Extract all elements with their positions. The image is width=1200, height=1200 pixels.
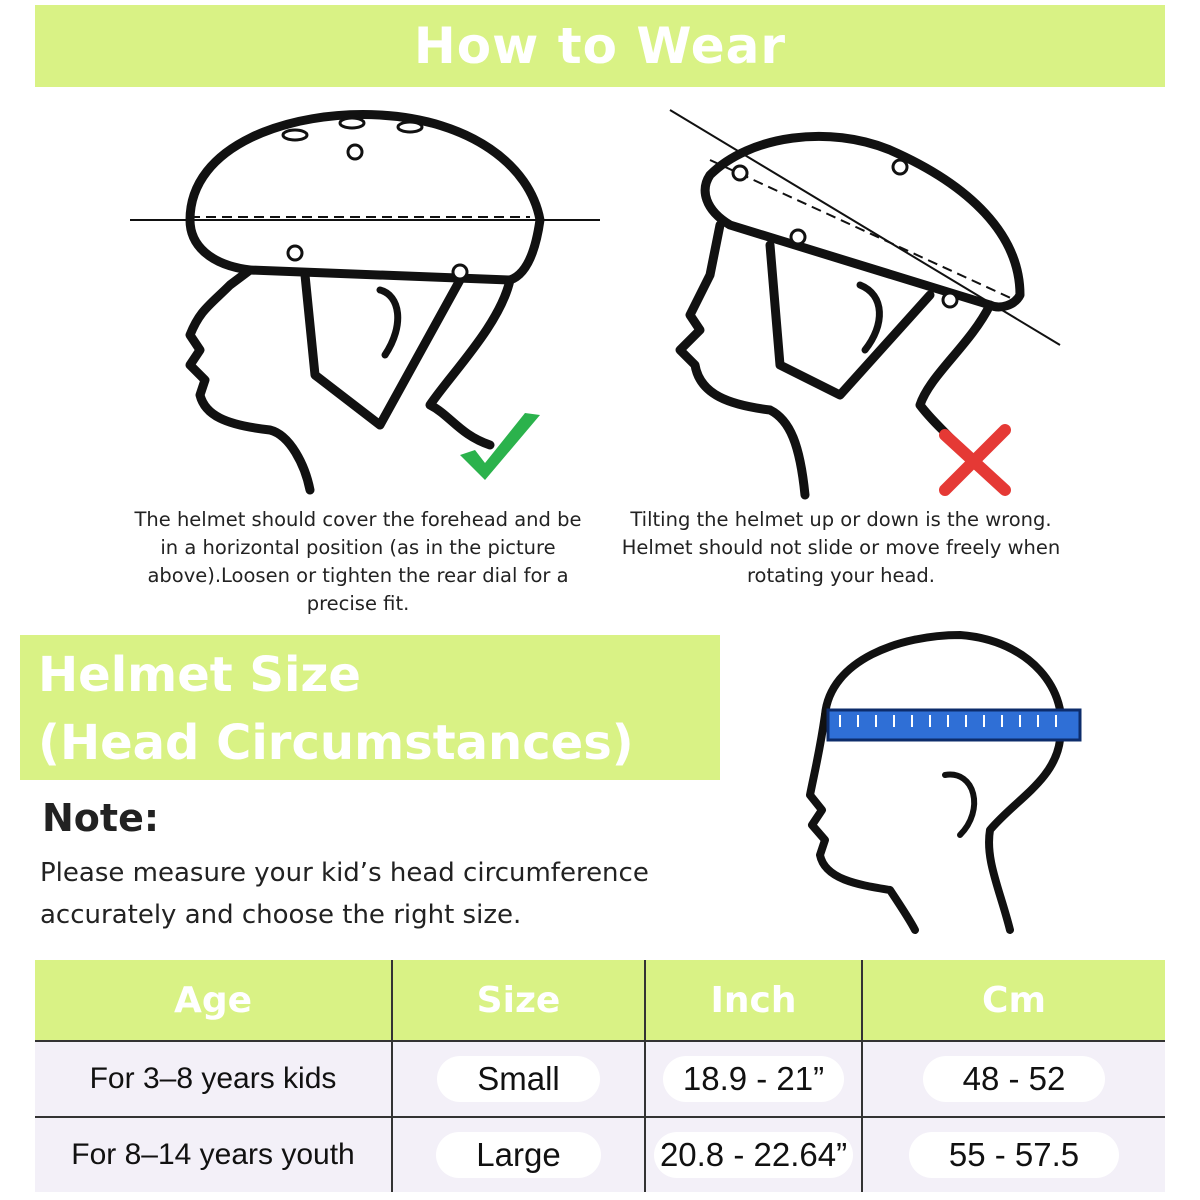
inch-value: 20.8 - 22.64” <box>653 1132 854 1178</box>
header-inch: Inch <box>644 960 862 1041</box>
size-cell: Large <box>391 1116 645 1192</box>
header-size: Size <box>391 960 645 1041</box>
size-value: Large <box>436 1132 601 1178</box>
header-age: Age <box>35 960 392 1041</box>
size-chart-table: Age Size Inch Cm For 3–8 years kids Smal… <box>35 960 1165 1192</box>
helmet-size-title: Helmet Size <box>38 647 361 703</box>
note-label: Note: <box>42 796 160 840</box>
correct-wear-caption: The helmet should cover the forehead and… <box>134 508 582 615</box>
cm-cell: 48 - 52 <box>861 1040 1165 1117</box>
cm-value: 48 - 52 <box>922 1056 1106 1102</box>
cross-icon <box>939 424 1011 496</box>
inch-cell: 18.9 - 21” <box>644 1040 862 1117</box>
table-row: For 3–8 years kids Small 18.9 - 21” 48 -… <box>35 1040 1165 1117</box>
inch-cell: 20.8 - 22.64” <box>644 1116 862 1192</box>
size-cell: Small <box>391 1040 645 1117</box>
cm-value: 55 - 57.5 <box>908 1132 1120 1178</box>
table-row: For 8–14 years youth Large 20.8 - 22.64”… <box>35 1116 1165 1192</box>
age-cell: For 3–8 years kids <box>35 1040 392 1117</box>
cm-cell: 55 - 57.5 <box>861 1116 1165 1192</box>
header-cm: Cm <box>861 960 1165 1041</box>
inch-value: 18.9 - 21” <box>662 1056 845 1102</box>
note-text: Please measure your kid’s head circumfer… <box>40 858 649 930</box>
wrong-wear-caption: Tilting the helmet up or down is the wro… <box>621 508 1061 587</box>
measuring-tape <box>826 708 1082 742</box>
correct-helmet-illustration <box>130 110 600 495</box>
table-header-row: Age Size Inch Cm <box>35 960 1165 1041</box>
helmet-size-subtitle: (Head Circumstances) <box>38 715 634 771</box>
size-value: Small <box>437 1056 600 1102</box>
age-cell: For 8–14 years youth <box>35 1116 392 1192</box>
helmet-size-banner: Helmet Size (Head Circumstances) <box>20 635 720 780</box>
wrong-helmet-illustration <box>669 109 1061 500</box>
head-measurement-illustration <box>806 631 1082 934</box>
checkmark-icon <box>460 413 540 480</box>
how-to-wear-banner: How to Wear <box>35 5 1165 87</box>
